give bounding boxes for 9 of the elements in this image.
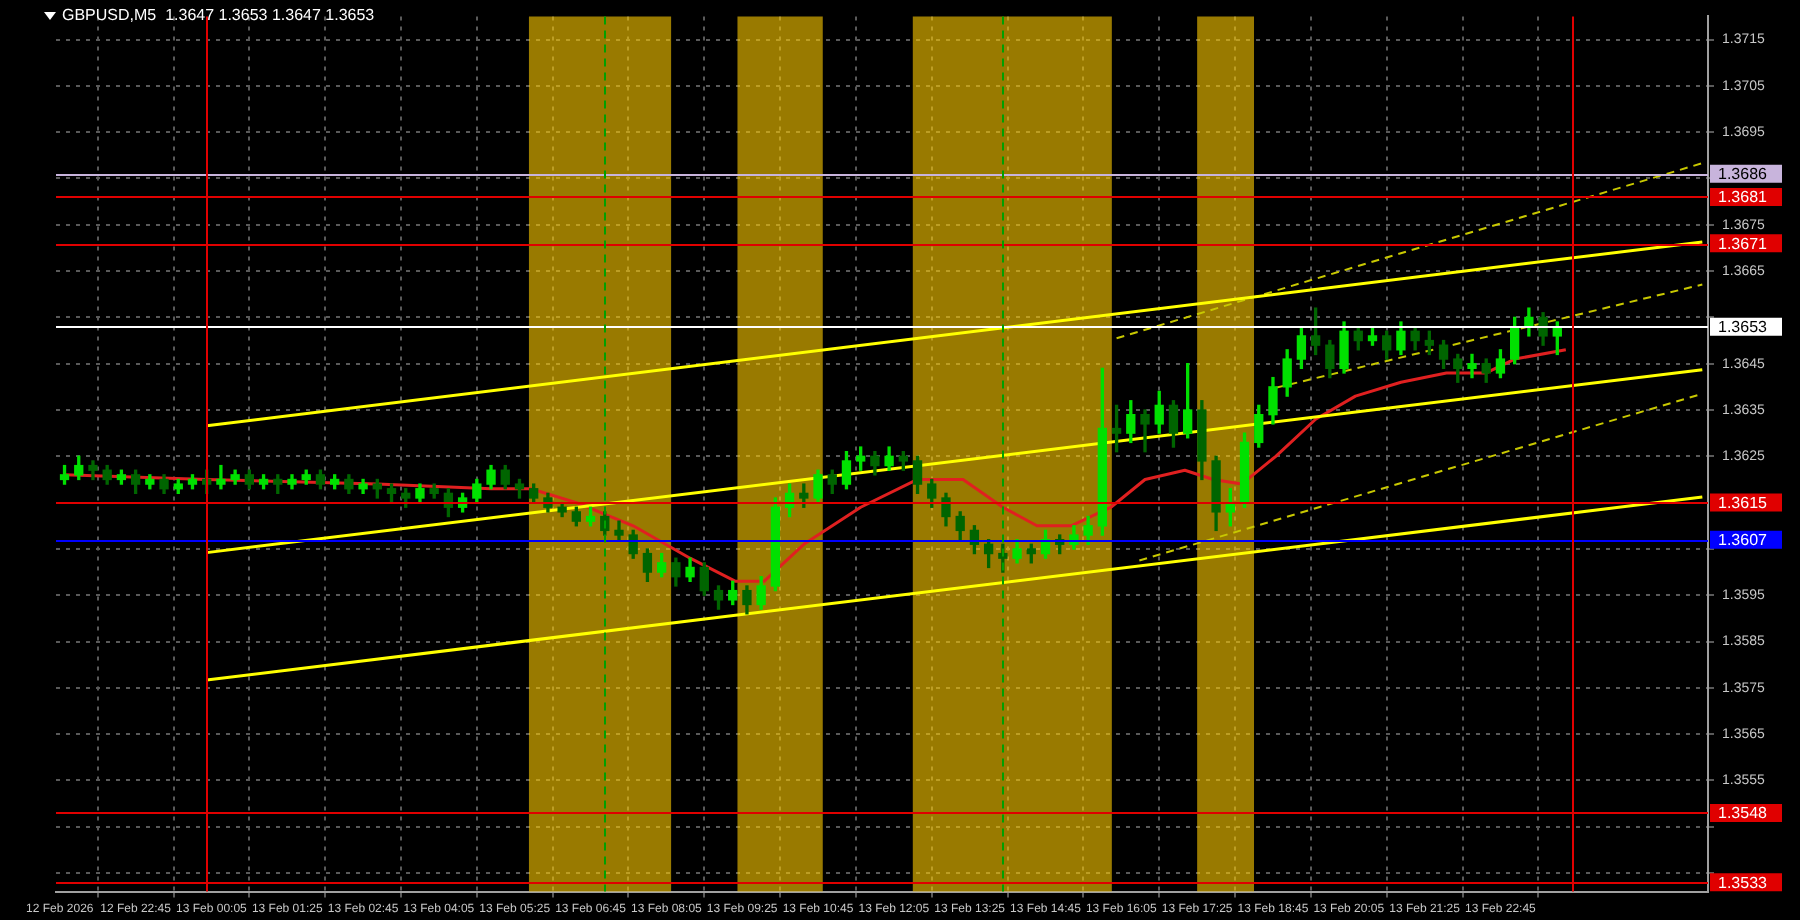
ref-line-label: 1.3686 <box>1718 165 1769 184</box>
ref-line-label: 1.3607 <box>1718 531 1769 550</box>
ref-line-label: 1.3615 <box>1718 494 1769 513</box>
ref-line-label: 1.3653 <box>1718 318 1769 337</box>
ref-line-label: 1.3533 <box>1718 873 1769 892</box>
ref-line-label: 1.3681 <box>1718 188 1769 207</box>
ref-line-label: 1.3671 <box>1718 234 1769 253</box>
ref-line-label: 1.3548 <box>1718 804 1769 823</box>
chart-title: GBPUSD,M5 1.3647 1.3653 1.3647 1.3653 <box>62 6 375 24</box>
